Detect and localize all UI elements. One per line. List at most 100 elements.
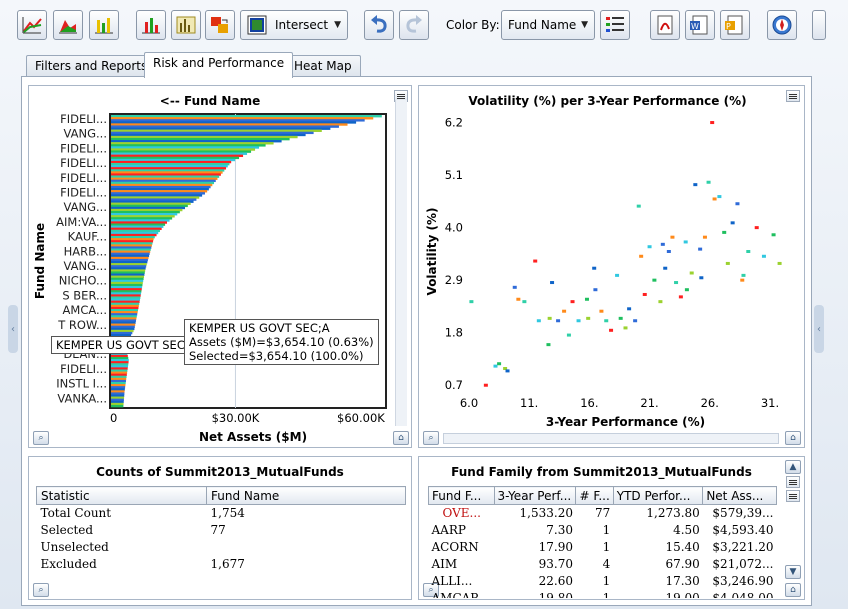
fund-bar[interactable] [111, 219, 170, 222]
link-brush-icon[interactable] [205, 10, 235, 40]
fund-bar[interactable] [111, 156, 240, 160]
fund-bar[interactable] [111, 290, 142, 293]
scatter-point[interactable] [497, 362, 502, 366]
fund-bar[interactable] [111, 129, 322, 132]
fund-bar[interactable] [111, 142, 274, 145]
fund-bar[interactable] [111, 121, 357, 124]
fund-bar[interactable] [111, 140, 282, 143]
scatter-point[interactable] [533, 259, 538, 263]
fund-bar[interactable] [111, 402, 124, 406]
fund-bar[interactable] [111, 208, 183, 212]
scatter-point[interactable] [584, 297, 589, 301]
redo-button[interactable] [399, 10, 429, 40]
fund-bar[interactable] [111, 315, 137, 318]
fund-bar[interactable] [111, 275, 145, 278]
fund-bar[interactable] [111, 302, 140, 306]
fund-bar[interactable] [111, 171, 223, 174]
fund-bar[interactable] [111, 265, 147, 268]
zoom-icon[interactable]: ⌕ [33, 583, 49, 597]
scatter-point[interactable] [503, 367, 508, 371]
fund-bar[interactable] [111, 131, 314, 135]
fund-bar[interactable] [111, 148, 256, 151]
fund-bar[interactable] [111, 175, 220, 178]
fund-bar[interactable] [111, 323, 136, 326]
fund-bar[interactable] [111, 250, 151, 253]
line-chart-icon[interactable] [17, 10, 47, 40]
scatter-point[interactable] [639, 254, 644, 258]
scatter-point[interactable] [627, 307, 632, 311]
table-row[interactable]: OVE... 1,533.20 77 1,273.80 $579,39... [429, 505, 777, 522]
scatter-point[interactable] [592, 266, 597, 270]
scatter-point[interactable] [576, 319, 581, 323]
fund-bar[interactable] [111, 119, 365, 122]
fund-bar[interactable] [111, 135, 298, 139]
fund-bar[interactable] [111, 356, 129, 360]
fund-bar[interactable] [111, 115, 382, 118]
fund-bar[interactable] [111, 235, 155, 239]
fund-bar[interactable] [111, 319, 137, 322]
fund-bar[interactable] [111, 334, 132, 337]
column-header[interactable]: 3-Year Perf... [493, 486, 577, 505]
scatter-point[interactable] [556, 319, 561, 323]
fund-bar[interactable] [111, 204, 188, 208]
fund-bar[interactable] [111, 240, 154, 243]
fund-bar[interactable] [111, 404, 124, 408]
scatter-point[interactable] [550, 281, 555, 285]
fund-bar[interactable] [111, 398, 124, 402]
scatter-point[interactable] [483, 383, 488, 387]
collapse-left-icon[interactable]: ‹ [8, 305, 18, 353]
fund-bar[interactable] [111, 198, 197, 201]
scatter-point[interactable] [761, 254, 766, 258]
fund-bar[interactable] [111, 258, 148, 262]
fund-bar[interactable] [111, 177, 218, 180]
scatter-point[interactable] [658, 300, 663, 304]
scatter-point[interactable] [666, 250, 671, 253]
fund-bar[interactable] [111, 165, 228, 168]
fund-bar[interactable] [111, 252, 150, 256]
intersect-dropdown[interactable]: Intersect ▼ [240, 10, 348, 40]
fund-bar[interactable] [111, 188, 209, 191]
fund-bar[interactable] [111, 354, 128, 358]
fund-bar[interactable] [111, 167, 227, 170]
scatter-point[interactable] [722, 230, 727, 234]
fund-bar[interactable] [111, 248, 151, 251]
fund-bar[interactable] [111, 308, 139, 312]
fund-bar[interactable] [111, 386, 126, 389]
collapse-right-icon[interactable]: ‹ [814, 305, 824, 353]
scatter-point[interactable] [730, 221, 735, 225]
panel-menu-icon[interactable] [786, 90, 800, 102]
scroll-up-icon[interactable]: ▲ [785, 460, 801, 474]
scatter-point[interactable] [689, 271, 694, 275]
fund-bar[interactable] [111, 359, 129, 362]
column-header[interactable]: Net Ass... [702, 486, 777, 505]
column-header[interactable]: Fund F... [428, 486, 495, 505]
fund-bar[interactable] [111, 221, 167, 224]
navigate-button[interactable] [767, 10, 797, 40]
fund-bar[interactable] [111, 277, 144, 281]
fund-bar[interactable] [111, 286, 143, 289]
fund-bar[interactable] [111, 375, 127, 379]
scatter-point[interactable] [698, 247, 703, 251]
fund-bar[interactable] [111, 169, 225, 172]
column-chart-icon[interactable] [136, 10, 166, 40]
bar-chart-icon[interactable] [89, 10, 119, 40]
scroll-down-icon[interactable]: ▼ [785, 565, 801, 579]
fund-bar[interactable] [111, 367, 128, 370]
fund-bar[interactable] [111, 298, 141, 301]
export-word-button[interactable]: W [685, 10, 715, 40]
fund-bar[interactable] [111, 223, 166, 226]
scatter-point[interactable] [712, 197, 717, 201]
fund-bar[interactable] [111, 283, 143, 287]
scatter-hscrollbar[interactable] [443, 433, 779, 444]
fund-bar[interactable] [111, 196, 200, 199]
fund-bar[interactable] [111, 152, 248, 155]
fund-bar[interactable] [111, 294, 141, 297]
fund-bar[interactable] [111, 210, 180, 214]
fund-bar[interactable] [111, 137, 290, 141]
scatter-point[interactable] [623, 326, 628, 330]
fund-bar[interactable] [111, 296, 141, 299]
scatter-point[interactable] [566, 333, 571, 337]
scatter-point[interactable] [660, 242, 665, 246]
fund-bar[interactable] [111, 304, 139, 308]
export-ppt-button[interactable]: P [720, 10, 750, 40]
